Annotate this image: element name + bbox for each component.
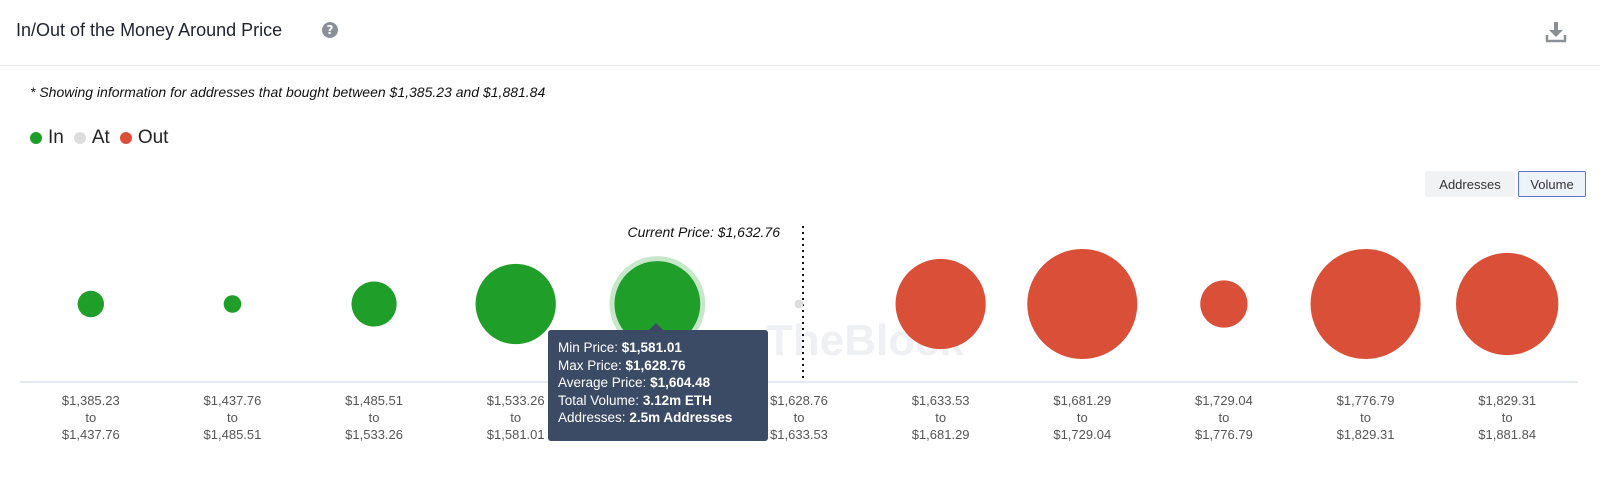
bucket-label-separator: to bbox=[85, 410, 96, 425]
bubble-out[interactable] bbox=[1027, 249, 1138, 359]
addresses-toggle-button[interactable]: Addresses bbox=[1425, 171, 1515, 197]
bucket-label-separator: to bbox=[1360, 410, 1371, 425]
bucket-label-from: $1,633.53 bbox=[912, 393, 970, 408]
bucket-label-separator: to bbox=[369, 410, 380, 425]
bucket-label-to: $1,729.04 bbox=[1053, 427, 1111, 442]
bubble-in[interactable] bbox=[614, 261, 701, 347]
bucket-label-from: $1,437.76 bbox=[204, 393, 262, 408]
bucket-label-to: $1,633.53 bbox=[770, 427, 828, 442]
download-icon[interactable] bbox=[1544, 20, 1568, 44]
bubble-in[interactable] bbox=[77, 290, 105, 318]
legend-item-in[interactable]: In bbox=[30, 127, 64, 149]
bucket-label-to: $1,533.26 bbox=[345, 427, 403, 442]
tooltip-total-volume: Total Volume: 3.12m ETH bbox=[558, 392, 712, 408]
legend-label-out: Out bbox=[137, 127, 169, 148]
page-title: In/Out of the Money Around Price bbox=[16, 20, 283, 40]
tooltip-min-price: Min Price: $1,581.01 bbox=[558, 340, 682, 355]
bucket-label-from: $1,729.04 bbox=[1195, 393, 1253, 408]
bubble-in[interactable] bbox=[351, 281, 397, 327]
bucket-label-from: $1,681.29 bbox=[1053, 393, 1111, 408]
bucket-label-to: $1,681.29 bbox=[912, 427, 970, 442]
bubble-in[interactable] bbox=[223, 295, 242, 313]
bubble-at[interactable] bbox=[794, 299, 804, 309]
bubble-out[interactable] bbox=[1200, 280, 1248, 328]
legend-dot-in bbox=[30, 132, 42, 144]
volume-toggle-button[interactable]: Volume bbox=[1518, 171, 1586, 197]
current-price-label: Current Price: $1,632.76 bbox=[627, 224, 780, 240]
bucket-label-separator: to bbox=[935, 410, 946, 425]
legend-item-out[interactable]: Out bbox=[119, 127, 169, 149]
bubble-out[interactable] bbox=[1456, 252, 1559, 356]
bucket-label-to: $1,776.79 bbox=[1195, 427, 1253, 442]
tooltip-addresses: Addresses: 2.5m Addresses bbox=[558, 410, 733, 425]
bucket-tooltip: Min Price: $1,581.01 Max Price: $1,628.7… bbox=[548, 330, 768, 441]
legend-item-at[interactable]: At bbox=[73, 127, 110, 149]
bucket-label-separator: to bbox=[1502, 410, 1513, 425]
bucket-label-from: $1,533.26 bbox=[487, 393, 545, 408]
bucket-label-from: $1,385.23 bbox=[62, 393, 120, 408]
bucket-label-from: $1,485.51 bbox=[345, 393, 403, 408]
bucket-label-to: $1,829.31 bbox=[1337, 427, 1395, 442]
tooltip-average-price: Average Price: $1,604.48 bbox=[558, 375, 711, 390]
bucket-label-from: $1,776.79 bbox=[1337, 393, 1395, 408]
legend-label-at: At bbox=[91, 127, 110, 148]
bucket-label-separator: to bbox=[1077, 410, 1088, 425]
bucket-label-to: $1,437.76 bbox=[62, 427, 120, 442]
bucket-label-separator: to bbox=[794, 410, 805, 425]
bucket-label-to: $1,485.51 bbox=[204, 427, 262, 442]
range-note: * Showing information for addresses that… bbox=[30, 84, 546, 100]
legend-dot-out bbox=[119, 132, 132, 144]
tooltip-max-price: Max Price: $1,628.76 bbox=[558, 357, 686, 373]
legend-label-in: In bbox=[48, 127, 64, 148]
bucket-label-separator: to bbox=[227, 410, 238, 425]
tooltip-arrow bbox=[649, 323, 663, 330]
bubble-out[interactable] bbox=[895, 258, 986, 350]
question-circle-icon[interactable]: ? bbox=[322, 22, 338, 38]
bucket-label-from: $1,628.76 bbox=[770, 393, 828, 408]
bucket-label-from: $1,829.31 bbox=[1478, 393, 1536, 408]
chart-header: In/Out of the Money Around Price ? bbox=[0, 0, 1600, 66]
bucket-label-to: $1,881.84 bbox=[1478, 427, 1536, 442]
bucket-label-separator: to bbox=[1218, 410, 1229, 425]
legend-dot-at bbox=[73, 132, 86, 144]
bucket-label-to: $1,581.01 bbox=[487, 427, 545, 442]
bubble-out[interactable] bbox=[1310, 249, 1421, 359]
legend: In At Out bbox=[30, 127, 178, 149]
bucket-label-separator: to bbox=[510, 410, 521, 425]
bubble-in[interactable] bbox=[475, 263, 556, 345]
